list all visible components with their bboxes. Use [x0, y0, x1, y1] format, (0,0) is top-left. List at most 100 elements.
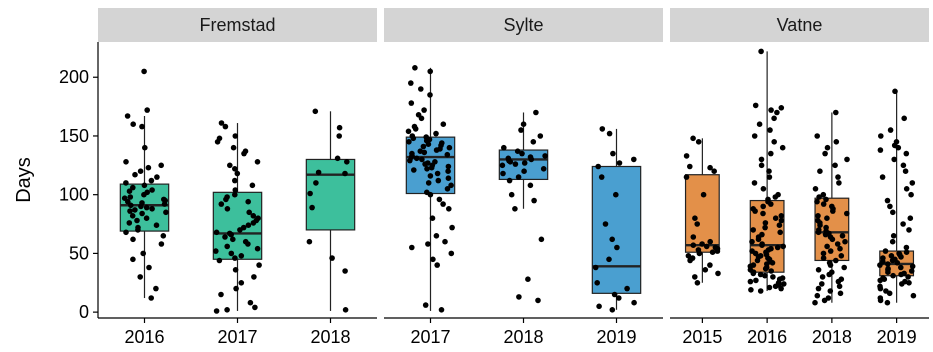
data-point	[434, 170, 441, 177]
data-point	[592, 264, 599, 271]
data-point	[218, 291, 224, 298]
data-point	[774, 109, 780, 116]
data-point	[427, 173, 434, 179]
y-tick-label: 100	[59, 185, 89, 205]
data-point	[408, 80, 414, 86]
data-point	[213, 248, 219, 254]
data-point	[232, 133, 239, 139]
data-point	[877, 262, 883, 268]
data-point	[250, 213, 257, 219]
data-point	[707, 238, 713, 245]
data-point	[827, 262, 834, 268]
data-point	[413, 155, 420, 162]
data-point	[898, 264, 904, 271]
data-point	[412, 65, 418, 71]
data-point	[307, 190, 313, 197]
facet-strip	[384, 8, 663, 42]
data-point	[760, 186, 767, 192]
data-point	[707, 164, 713, 171]
data-point	[707, 262, 713, 268]
facet-panel-vatne: Vatne 2015 2016 2018 2019	[670, 8, 929, 347]
data-point	[833, 139, 840, 145]
data-point	[254, 245, 261, 252]
data-point	[446, 206, 452, 212]
data-point	[779, 144, 786, 151]
box-fremstad-2017	[212, 120, 263, 314]
data-point	[816, 194, 822, 200]
data-point	[611, 291, 618, 298]
data-point	[692, 215, 698, 221]
data-point	[899, 281, 905, 287]
data-point	[312, 108, 319, 115]
data-point	[610, 150, 616, 157]
data-point	[903, 249, 910, 255]
data-point	[130, 121, 136, 127]
data-point	[903, 186, 910, 192]
data-point	[836, 180, 842, 186]
data-point	[530, 139, 537, 145]
data-point	[227, 162, 233, 169]
y-tick-label: 150	[59, 126, 89, 146]
data-point	[778, 285, 784, 292]
box-vatne-2018	[812, 109, 850, 306]
data-point	[824, 243, 830, 250]
data-point	[755, 236, 762, 243]
x-tick-label: 2018	[310, 327, 350, 347]
x-tick-label: 2019	[877, 327, 917, 347]
data-point	[421, 107, 427, 113]
data-point	[878, 133, 884, 139]
data-point	[906, 280, 912, 286]
data-point	[448, 250, 455, 257]
data-point	[232, 177, 238, 184]
data-point	[499, 162, 506, 169]
data-point	[425, 241, 431, 247]
data-point	[521, 168, 527, 174]
data-point	[715, 270, 721, 277]
data-point	[422, 302, 429, 308]
data-point	[232, 187, 239, 193]
data-point	[910, 292, 917, 299]
data-point	[515, 174, 522, 180]
facet-strip-label: Vatne	[777, 15, 823, 35]
data-point	[519, 150, 525, 157]
data-point	[827, 248, 834, 254]
data-point	[158, 241, 165, 247]
data-point	[224, 243, 230, 250]
data-point	[903, 150, 910, 157]
x-tick-label: 2016	[747, 327, 787, 347]
data-point	[406, 139, 412, 145]
data-point	[448, 182, 454, 189]
data-point	[232, 267, 239, 273]
data-point	[130, 184, 136, 191]
data-point	[238, 280, 245, 286]
data-point	[898, 271, 904, 278]
data-point	[696, 250, 703, 257]
data-point	[130, 256, 136, 263]
data-point	[214, 139, 221, 145]
data-point	[885, 261, 891, 267]
data-point	[540, 166, 547, 172]
data-point	[833, 257, 839, 264]
data-point	[903, 244, 910, 251]
data-point	[538, 236, 545, 243]
data-point	[433, 233, 440, 239]
data-point	[768, 107, 774, 113]
x-tick-label: 2017	[217, 327, 257, 347]
data-point	[699, 241, 705, 247]
data-point	[768, 268, 774, 274]
data-point	[247, 299, 254, 306]
data-point	[425, 180, 432, 186]
data-point	[747, 278, 754, 285]
data-point	[222, 123, 229, 130]
data-point	[251, 274, 257, 280]
data-point	[877, 285, 884, 292]
data-point	[429, 215, 436, 221]
data-point	[535, 297, 541, 304]
data-point	[410, 135, 417, 142]
data-point	[445, 175, 452, 181]
data-point	[444, 186, 451, 192]
data-point	[887, 203, 893, 210]
facet-strip	[98, 8, 377, 42]
data-point	[683, 174, 690, 180]
data-point	[408, 100, 415, 106]
